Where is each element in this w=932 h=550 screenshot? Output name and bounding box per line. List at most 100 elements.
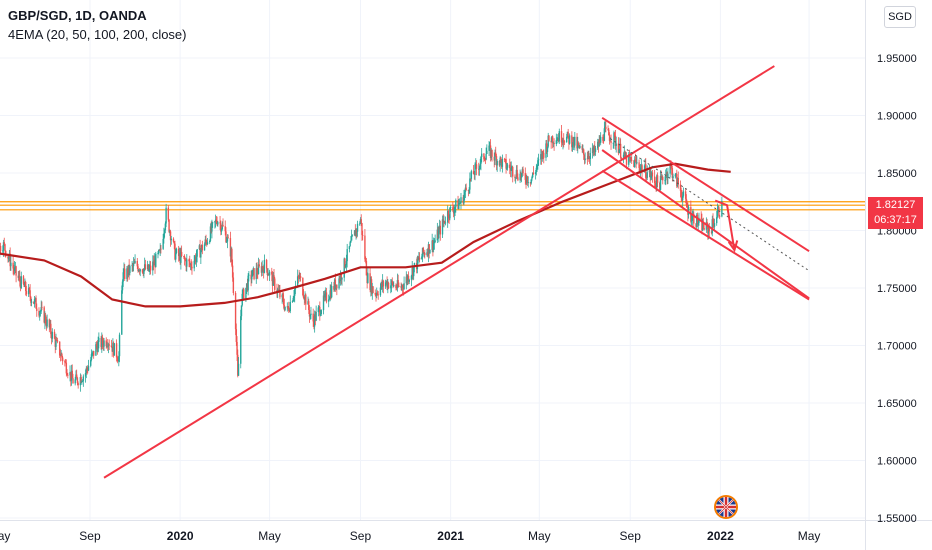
candle-body [274, 278, 276, 290]
candle-body [258, 264, 260, 267]
candle-body [478, 168, 480, 170]
candle-body [367, 273, 369, 283]
candle-body [599, 136, 602, 143]
uk-flag-icon[interactable] [714, 495, 738, 519]
candle-body [291, 301, 294, 303]
candle-body [126, 268, 129, 276]
candle-body [584, 158, 586, 161]
candle-body [189, 261, 191, 265]
candle-body [560, 131, 563, 143]
x-tick-label: May [528, 529, 551, 543]
candle-body [322, 295, 325, 311]
candle-body [660, 175, 662, 179]
candle-body [148, 268, 150, 271]
candle-body [712, 219, 714, 224]
candle-body [183, 256, 186, 260]
candle-body [676, 177, 679, 187]
candle-body [510, 167, 512, 171]
candle-body [665, 172, 668, 176]
candle-body [501, 158, 504, 167]
candle-body [38, 310, 40, 316]
candle-body [387, 282, 390, 289]
candle-body [686, 204, 688, 208]
candle-body [330, 290, 332, 298]
candle-body [194, 256, 197, 262]
candle-body [374, 292, 376, 295]
candle-body [680, 190, 682, 197]
candle-body [639, 167, 641, 172]
candle-body [424, 252, 426, 256]
indicator-legend[interactable]: 4EMA (20, 50, 100, 200, close) [8, 27, 187, 42]
candle-body [499, 157, 501, 166]
candle-body [309, 315, 311, 317]
candle-body [644, 164, 646, 170]
candle-body [439, 225, 441, 235]
candle-body [312, 313, 314, 322]
candle-body [437, 229, 439, 239]
symbol-title[interactable]: GBP/SGD, 1D, OANDA [8, 8, 147, 23]
candle-body [95, 344, 98, 346]
candle-body [353, 230, 356, 236]
candle-body [356, 229, 358, 232]
candle-body [537, 159, 540, 161]
candle-body [39, 312, 41, 316]
candle-body [245, 283, 248, 288]
candle-body [633, 160, 635, 168]
candle-body [672, 176, 674, 178]
candle-body [90, 359, 92, 366]
candle-body [204, 239, 206, 245]
candle-body [449, 207, 452, 208]
candle-body [483, 159, 486, 161]
candle-body [387, 282, 389, 288]
candle-body [711, 219, 713, 234]
currency-button[interactable]: SGD [884, 6, 916, 28]
candle-body [85, 368, 87, 374]
candle-body [442, 219, 444, 223]
candle-body [186, 259, 188, 267]
y-tick-label: 1.60000 [877, 456, 917, 468]
candle-body [103, 340, 105, 347]
candle-body [395, 287, 398, 289]
candle-body [401, 285, 403, 288]
candle-body [469, 178, 471, 190]
candle-body [248, 274, 250, 276]
candle-body [598, 139, 600, 147]
candle-body [336, 284, 338, 289]
candle-body [566, 131, 569, 137]
candle-body [573, 137, 575, 146]
candle-body [44, 315, 46, 323]
candle-body [522, 169, 524, 174]
candle-body [682, 191, 685, 196]
candle-body [583, 154, 586, 161]
candle-body [142, 272, 144, 274]
candle-body [183, 255, 185, 257]
candle-body [608, 129, 610, 136]
candle-body [511, 167, 513, 168]
candle-body [675, 174, 677, 175]
candle-body [558, 131, 560, 142]
candle-body [429, 249, 431, 254]
candle-body [231, 265, 234, 278]
candle-body [127, 264, 130, 276]
candle-body [20, 276, 22, 289]
candle-body [718, 215, 721, 217]
candle-body [609, 140, 611, 142]
candle-body [512, 167, 514, 177]
candle-body [173, 241, 175, 244]
candle-body [636, 162, 638, 164]
candle-body [330, 285, 333, 298]
candle-body [431, 240, 433, 250]
candle-body [395, 285, 397, 288]
candle-body [160, 248, 162, 250]
candle-body [622, 154, 625, 158]
candle-body [572, 137, 575, 145]
candle-body [227, 237, 229, 239]
candle-body [392, 282, 394, 287]
rising-trendline [103, 65, 775, 479]
candle-body [515, 169, 518, 178]
candle-body [294, 289, 296, 296]
candle-body [567, 131, 569, 137]
candle-body [53, 331, 56, 339]
candle-body [273, 275, 275, 279]
